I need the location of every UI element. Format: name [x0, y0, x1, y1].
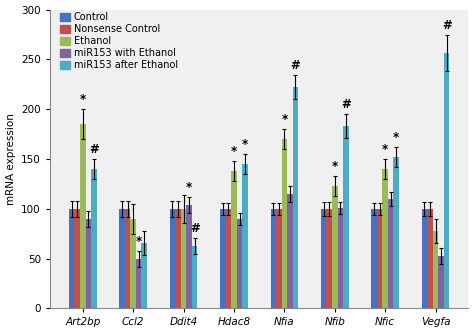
Bar	[80, 124, 85, 308]
Bar	[242, 164, 248, 308]
Bar	[74, 209, 80, 308]
Bar	[271, 209, 276, 308]
Bar	[231, 171, 237, 308]
Legend: Control, Nonsense Control, Ethanol, miR153 with Ethanol, miR153 after Ethanol: Control, Nonsense Control, Ethanol, miR1…	[59, 11, 179, 71]
Bar	[292, 87, 298, 308]
Bar	[371, 209, 377, 308]
Bar	[91, 169, 97, 308]
Text: *: *	[281, 113, 288, 126]
Bar	[125, 209, 130, 308]
Bar	[343, 126, 348, 308]
Bar	[136, 259, 141, 308]
Text: *: *	[393, 131, 400, 144]
Text: *: *	[242, 138, 248, 151]
Bar	[282, 139, 287, 308]
Text: #: #	[89, 143, 99, 156]
Text: *: *	[186, 181, 192, 194]
Bar	[276, 209, 282, 308]
Bar	[192, 246, 198, 308]
Bar	[433, 231, 438, 308]
Text: *: *	[382, 143, 388, 156]
Bar	[337, 208, 343, 308]
Bar	[237, 219, 242, 308]
Bar	[427, 209, 433, 308]
Bar	[388, 199, 393, 308]
Bar	[220, 209, 226, 308]
Bar	[69, 209, 74, 308]
Bar	[444, 53, 449, 308]
Text: #: #	[341, 98, 351, 111]
Text: *: *	[136, 235, 142, 248]
Bar	[287, 194, 292, 308]
Bar	[130, 219, 136, 308]
Text: *: *	[80, 93, 86, 106]
Bar	[332, 186, 337, 308]
Bar	[119, 209, 125, 308]
Bar	[141, 243, 147, 308]
Bar	[377, 209, 383, 308]
Bar	[438, 256, 444, 308]
Bar	[181, 209, 186, 308]
Bar	[422, 209, 427, 308]
Text: #: #	[291, 59, 301, 72]
Bar	[327, 209, 332, 308]
Text: *: *	[332, 160, 338, 173]
Bar	[393, 157, 399, 308]
Bar	[170, 209, 175, 308]
Bar	[175, 209, 181, 308]
Bar	[383, 169, 388, 308]
Text: #: #	[190, 222, 200, 235]
Bar	[186, 205, 192, 308]
Text: *: *	[231, 145, 237, 158]
Text: #: #	[442, 19, 452, 33]
Bar	[321, 209, 327, 308]
Bar	[226, 209, 231, 308]
Bar	[85, 219, 91, 308]
Y-axis label: mRNA expression: mRNA expression	[6, 113, 16, 205]
